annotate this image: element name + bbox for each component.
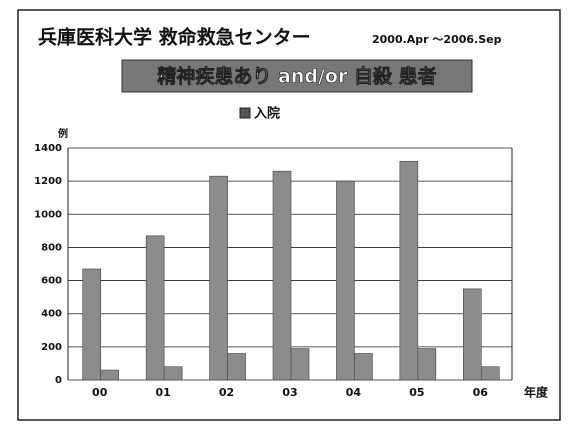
chart-title: 兵庫医科大学 救命救急センター [38,26,311,49]
x-tick-label: 05 [409,386,424,399]
legend-label: 入院 [254,106,280,122]
y-tick-label: 0 [55,375,62,386]
y-tick-label: 1400 [34,143,62,154]
bar [336,180,355,381]
bar [354,353,373,381]
bar [82,268,102,381]
x-tick-label: 03 [282,386,297,399]
x-tick-label: 01 [155,386,170,399]
x-tick-label: 00 [92,386,108,399]
y-axis-label: 例 [58,127,68,140]
legend-swatch [239,107,251,119]
bar [272,170,292,381]
bar [290,348,310,381]
bar [209,175,228,381]
bar [462,288,482,381]
y-tick-label: 800 [41,242,62,253]
banner-text: 精神疾患あり and/or 自殺 患者 [157,65,436,88]
bar [417,348,437,381]
y-tick-label: 400 [41,309,62,320]
y-tick-label: 600 [41,276,62,287]
bar [100,369,120,381]
bar [399,160,419,381]
bar [163,366,183,381]
chart-subtitle: 2000.Apr ～2006.Sep [372,33,502,46]
bar [227,353,246,381]
bar [145,235,165,381]
y-tick-label: 200 [41,342,62,353]
bar [480,366,500,381]
y-tick-label: 1000 [34,209,62,220]
y-tick-label: 1200 [34,176,62,187]
x-tick-label: 06 [473,386,489,399]
x-axis-label: 年度 [524,385,549,400]
x-tick-label: 04 [346,386,362,399]
banner-box [121,59,473,93]
x-tick-label: 02 [219,386,234,399]
